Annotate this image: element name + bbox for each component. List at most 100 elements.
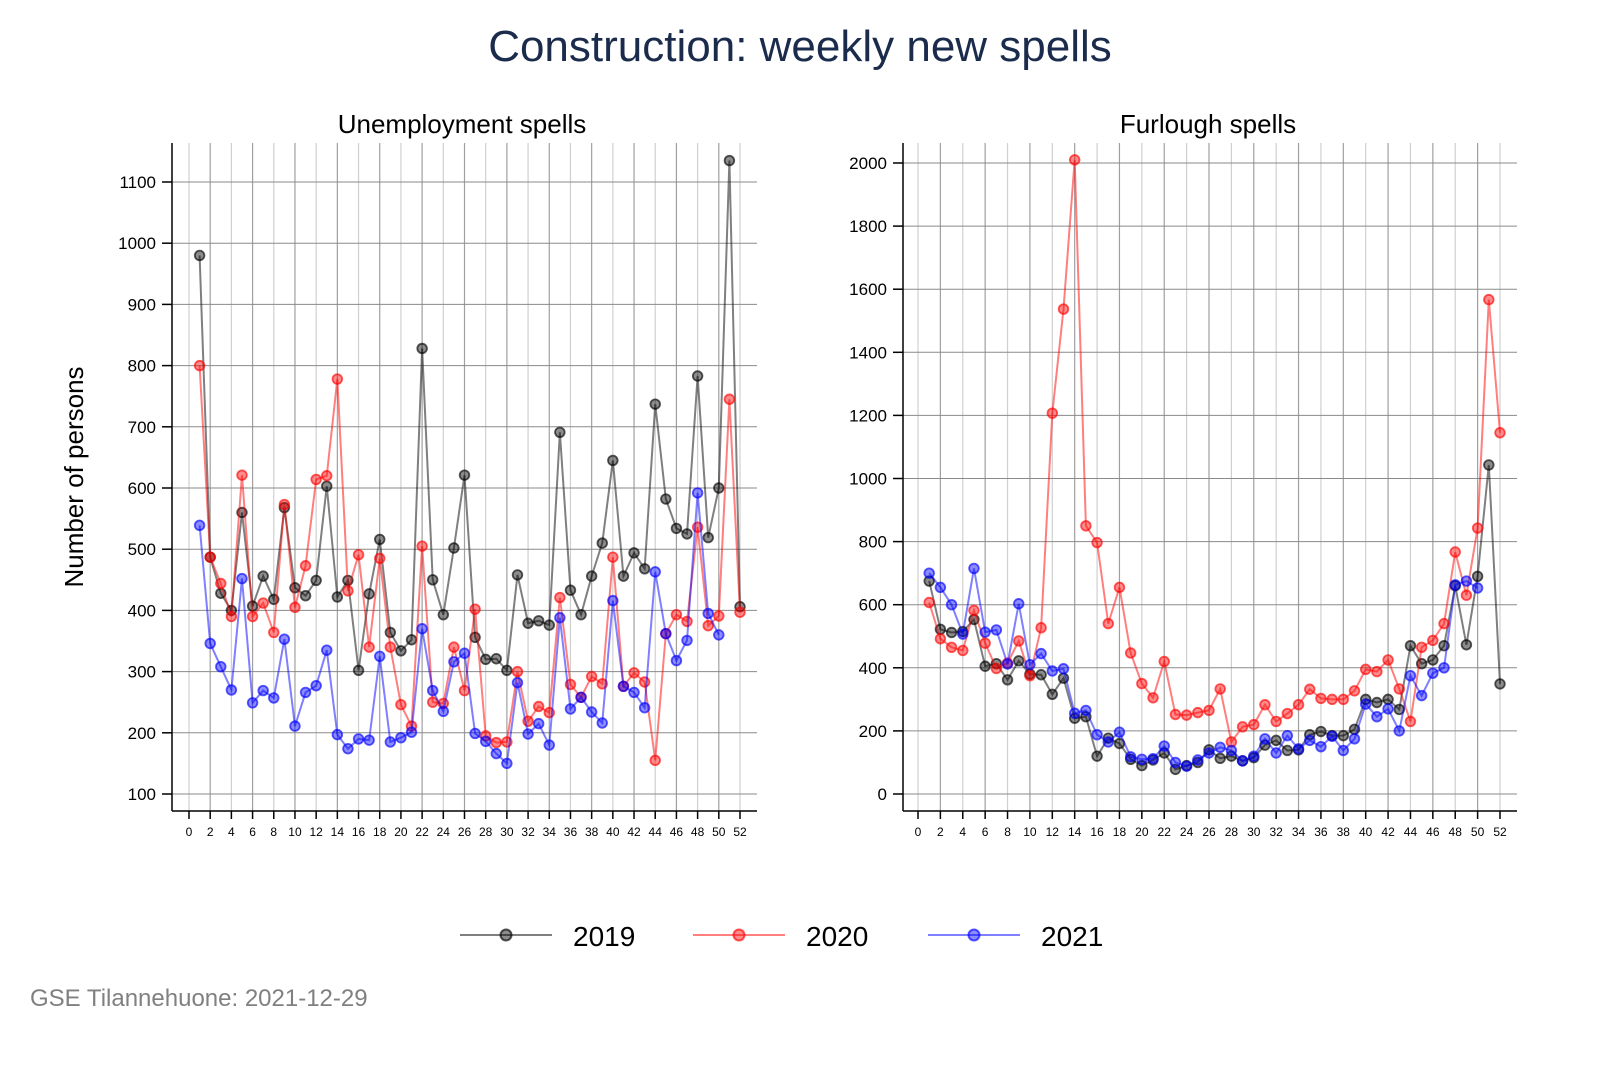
x-tick-label: 24 bbox=[437, 825, 451, 839]
data-point bbox=[278, 498, 291, 511]
data-point bbox=[934, 633, 947, 645]
x-tick-label: 44 bbox=[1404, 825, 1418, 839]
data-point bbox=[681, 634, 693, 647]
y-tick-label: 2000 bbox=[849, 154, 887, 173]
data-point bbox=[1494, 678, 1506, 690]
x-tick-label: 10 bbox=[288, 825, 302, 839]
legend-item-2021: 2021 bbox=[928, 921, 1103, 952]
legend-marker bbox=[732, 928, 746, 942]
data-point bbox=[268, 626, 280, 639]
panel-title: Unemployment spells bbox=[338, 109, 587, 139]
data-point bbox=[1404, 669, 1417, 682]
data-point bbox=[670, 608, 683, 621]
x-tick-label: 40 bbox=[1359, 825, 1373, 839]
data-point bbox=[236, 572, 248, 585]
data-point bbox=[458, 684, 471, 697]
data-point bbox=[215, 661, 227, 673]
data-point bbox=[469, 727, 481, 740]
data-point bbox=[522, 728, 534, 740]
data-point bbox=[596, 537, 608, 549]
data-point bbox=[1214, 752, 1226, 765]
data-point bbox=[1292, 743, 1305, 755]
data-point bbox=[607, 551, 619, 563]
data-point bbox=[691, 370, 704, 382]
data-point bbox=[1046, 688, 1059, 701]
data-point bbox=[1248, 718, 1260, 731]
data-point bbox=[543, 739, 555, 751]
data-point bbox=[923, 596, 935, 609]
data-point bbox=[331, 728, 344, 741]
data-point bbox=[564, 703, 577, 715]
x-tick-label: 40 bbox=[606, 825, 620, 839]
data-point bbox=[1415, 641, 1428, 653]
data-point bbox=[713, 610, 725, 622]
y-tick-label: 300 bbox=[128, 663, 156, 682]
y-tick-label: 1400 bbox=[849, 343, 887, 362]
data-point bbox=[1281, 707, 1294, 720]
x-tick-label: 46 bbox=[1426, 825, 1440, 839]
x-tick-label: 52 bbox=[733, 825, 747, 839]
data-point bbox=[1415, 689, 1428, 702]
data-point bbox=[1359, 698, 1372, 710]
x-tick-label: 30 bbox=[1247, 825, 1261, 839]
data-point bbox=[289, 601, 301, 614]
data-point bbox=[1393, 725, 1405, 737]
series-2021 bbox=[923, 562, 1484, 772]
data-point bbox=[1281, 729, 1294, 742]
data-point bbox=[554, 612, 566, 624]
data-point bbox=[511, 569, 524, 581]
data-point bbox=[1438, 662, 1450, 674]
data-point bbox=[448, 656, 460, 668]
data-point bbox=[990, 624, 1003, 636]
data-point bbox=[1270, 734, 1282, 747]
data-point bbox=[957, 628, 969, 640]
y-tick-label: 600 bbox=[128, 479, 156, 498]
x-tick-label: 48 bbox=[1449, 825, 1463, 839]
data-point bbox=[957, 644, 969, 657]
data-point bbox=[1225, 736, 1238, 748]
data-point bbox=[1382, 693, 1394, 706]
x-tick-label: 16 bbox=[352, 825, 366, 839]
x-tick-label: 42 bbox=[1381, 825, 1395, 839]
data-point bbox=[945, 626, 958, 639]
data-point bbox=[1326, 693, 1338, 706]
series-2021 bbox=[193, 487, 725, 770]
y-tick-label: 0 bbox=[878, 785, 887, 804]
y-tick-label: 1000 bbox=[849, 470, 887, 489]
data-point bbox=[321, 470, 333, 482]
data-point bbox=[585, 670, 598, 683]
data-point bbox=[1382, 703, 1394, 715]
data-point bbox=[1259, 733, 1271, 745]
x-tick-label: 12 bbox=[309, 825, 323, 839]
data-point bbox=[1449, 546, 1461, 558]
data-point bbox=[257, 684, 269, 697]
data-point bbox=[193, 249, 206, 262]
data-point bbox=[1158, 655, 1170, 668]
x-tick-label: 34 bbox=[543, 825, 557, 839]
y-tick-label: 800 bbox=[128, 357, 156, 376]
data-point bbox=[268, 692, 280, 704]
x-tick-label: 32 bbox=[1269, 825, 1283, 839]
data-point bbox=[501, 664, 513, 677]
data-point bbox=[554, 426, 566, 439]
data-point bbox=[1337, 744, 1350, 757]
data-point bbox=[1315, 740, 1327, 753]
data-point bbox=[1359, 663, 1372, 676]
data-point bbox=[702, 607, 714, 620]
data-point bbox=[1080, 704, 1092, 717]
data-point bbox=[1270, 715, 1282, 728]
data-point bbox=[1382, 654, 1394, 666]
data-point bbox=[204, 551, 216, 563]
data-point bbox=[448, 641, 460, 653]
data-point bbox=[310, 473, 322, 486]
series-line-2020 bbox=[928, 159, 1501, 745]
data-point bbox=[1259, 699, 1271, 711]
y-tick-label: 600 bbox=[859, 596, 887, 615]
data-point bbox=[458, 469, 471, 481]
data-point bbox=[352, 664, 365, 677]
y-tick-label: 400 bbox=[128, 601, 156, 620]
data-point bbox=[310, 679, 322, 692]
data-point bbox=[1057, 303, 1070, 315]
data-point bbox=[532, 717, 545, 730]
